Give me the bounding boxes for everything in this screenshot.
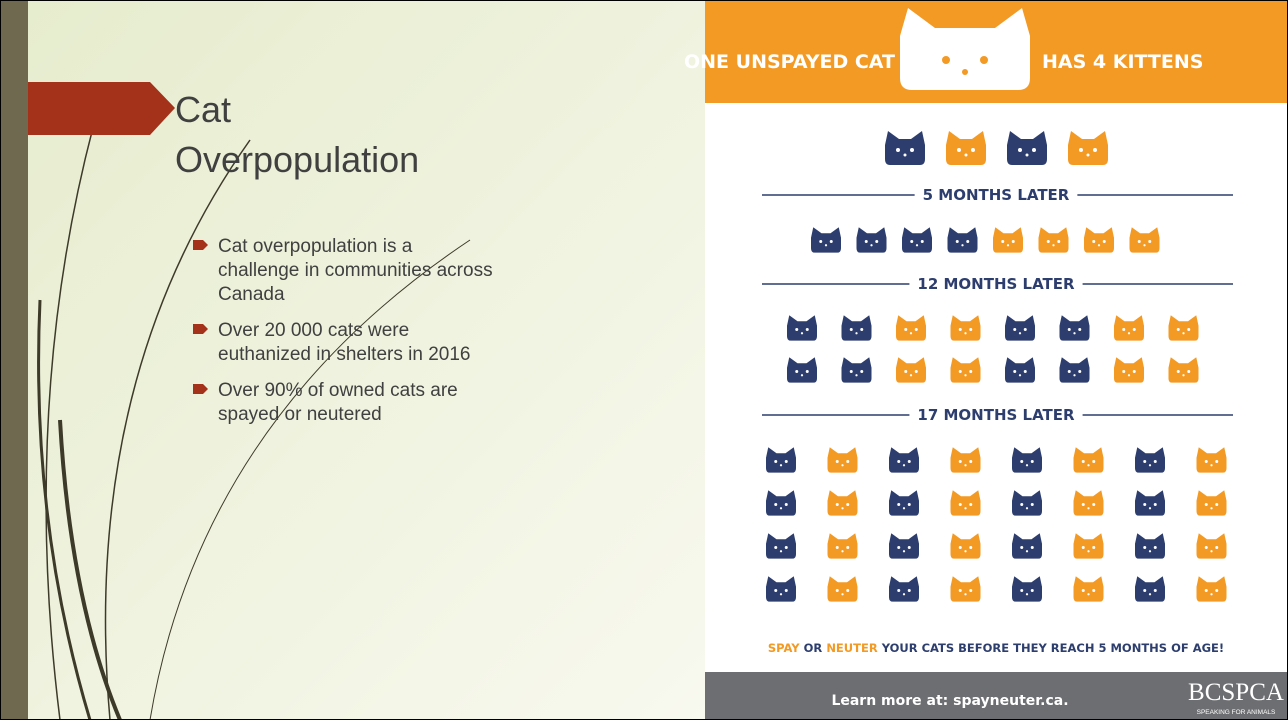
bullet-text: euthanized in shelters in 2016 [218,344,470,365]
section-label: 12 MONTHS LATER [917,275,1075,293]
header-text: HAS 4 KITTENS [1042,51,1203,73]
section-label: 17 MONTHS LATER [917,406,1075,424]
section-label: 5 MONTHS LATER [923,186,1070,204]
bullet-text: Over 20 000 cats were [218,320,409,341]
slide: Cat Overpopulation Cat overpopulation is… [0,0,1288,720]
header-text: ONE UNSPAYED CAT [684,51,895,73]
tagline: SPEAKING FOR ANIMALS [1197,709,1276,716]
logo: BCSPCA [1188,679,1284,706]
slide-title: Cat [175,89,231,130]
bullet-text: Over 90% of owned cats are [218,380,458,401]
learn-more: Learn more at: spayneuter.ca. [831,693,1068,709]
left-strip [0,0,28,720]
footer-text: SPAY OR NEUTER YOUR CATS BEFORE THEY REA… [768,641,1224,655]
bullet-text: Canada [218,284,285,305]
slide-title: Overpopulation [175,139,419,180]
bullet-text: Cat overpopulation is a [218,236,413,257]
bullet-text: spayed or neutered [218,404,382,425]
bullet-text: challenge in communities across [218,260,493,281]
title-arrow [28,82,175,135]
